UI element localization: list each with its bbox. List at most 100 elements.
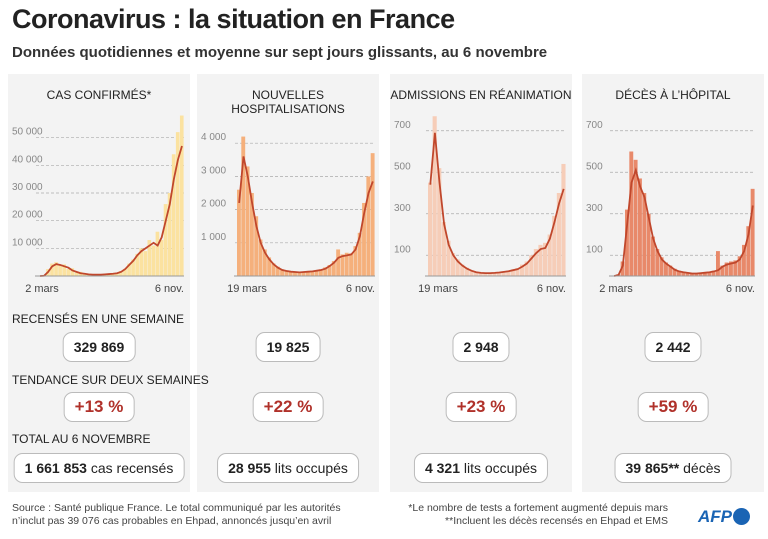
daily-bar xyxy=(497,272,502,276)
daily-bar xyxy=(318,269,323,276)
daily-bar xyxy=(492,272,497,276)
daily-bar xyxy=(288,271,293,276)
average-line xyxy=(429,132,565,274)
daily-bar xyxy=(262,249,267,276)
weekly-count: 329 869 xyxy=(73,339,125,355)
page-title: Coronavirus : la situation en France xyxy=(12,4,455,34)
y-tick-label: 100 xyxy=(394,244,411,255)
daily-bar xyxy=(323,267,328,276)
total-pill: 39 865** décès xyxy=(614,453,732,483)
trend-pill: +13 % xyxy=(63,392,135,422)
y-tick-label: 4 000 xyxy=(201,132,226,143)
page-subtitle: Données quotidiennes et moyenne sur sept… xyxy=(12,44,548,61)
daily-bar xyxy=(685,272,690,276)
daily-bar xyxy=(297,272,302,276)
weekly-count: 19 825 xyxy=(266,339,310,355)
daily-bar xyxy=(74,272,79,276)
y-tick-label: 20 000 xyxy=(12,210,43,221)
afp-logo: AFP xyxy=(698,507,750,527)
daily-bar xyxy=(254,216,259,276)
row-label-weekly: RECENSÉS EN UNE SEMAINE xyxy=(12,312,185,326)
daily-bar xyxy=(556,193,561,276)
y-tick-label: 30 000 xyxy=(12,182,43,193)
total-value: 4 321 xyxy=(424,460,460,476)
daily-bar xyxy=(171,154,176,276)
daily-bar xyxy=(478,272,483,276)
daily-bar xyxy=(151,245,156,276)
daily-bar xyxy=(733,260,738,276)
daily-bar xyxy=(664,262,668,276)
source-line-2: n’inclut pas 39 076 cas probables en Ehp… xyxy=(12,515,332,527)
y-tick-label: 500 xyxy=(394,161,411,172)
daily-bar xyxy=(175,132,180,276)
daily-bar xyxy=(750,188,755,276)
total-pill: 4 321 lits occupés xyxy=(413,453,549,483)
y-tick-label: 2 000 xyxy=(201,199,226,210)
total-unit: lits occupés xyxy=(463,460,538,476)
daily-bar xyxy=(552,215,557,276)
daily-bar xyxy=(698,272,703,276)
daily-bar xyxy=(131,259,135,276)
daily-bar xyxy=(336,249,341,276)
daily-bar xyxy=(249,193,254,276)
daily-bar xyxy=(70,268,75,276)
x-tick-label: 2 mars xyxy=(599,283,633,295)
daily-bar xyxy=(681,271,686,276)
daily-bar xyxy=(366,176,371,276)
chart: 100 300 500 700 19 mars 6 nov. xyxy=(394,116,566,295)
daily-bar xyxy=(655,249,660,276)
daily-bar xyxy=(284,270,289,276)
y-tick-label: 700 xyxy=(586,120,603,131)
daily-bar xyxy=(280,269,285,276)
daily-bar xyxy=(515,268,520,276)
daily-bar xyxy=(487,272,492,276)
daily-bar xyxy=(638,178,642,276)
average-line xyxy=(39,145,183,277)
daily-bar xyxy=(469,270,474,276)
daily-bar xyxy=(543,242,548,276)
daily-bar xyxy=(529,255,534,276)
weekly-count: 2 948 xyxy=(463,339,499,355)
y-tick-label: 700 xyxy=(394,120,411,131)
daily-bar xyxy=(672,268,677,276)
daily-bar xyxy=(668,265,673,276)
daily-bar xyxy=(483,272,488,276)
weekly-pill: 2 948 xyxy=(452,332,510,362)
daily-bar xyxy=(155,231,160,276)
daily-bar xyxy=(293,271,297,276)
y-tick-label: 1 000 xyxy=(201,232,226,243)
trend-pill: +59 % xyxy=(637,392,709,422)
daily-bar xyxy=(694,273,699,276)
total-value: 28 955 xyxy=(228,460,271,476)
total-unit: décès xyxy=(683,460,721,476)
daily-bar xyxy=(729,261,733,276)
daily-bar xyxy=(62,264,66,276)
daily-bar xyxy=(271,263,276,276)
chart-panel: ADMISSIONS EN RÉANIMATION 100 300 500 700 19 … xyxy=(390,74,572,492)
daily-bar xyxy=(446,240,451,276)
daily-bar xyxy=(314,270,319,276)
daily-bar xyxy=(237,189,241,276)
chart-panel: DÉCÈS À L’HÔPITAL 100 300 500 700 2 mars 6 nov… xyxy=(582,74,764,492)
trend-value: +13 % xyxy=(74,397,124,416)
daily-bar xyxy=(54,262,58,276)
daily-bar xyxy=(677,270,681,276)
daily-bar xyxy=(58,265,62,276)
daily-bar xyxy=(179,115,184,277)
daily-bar xyxy=(82,274,87,276)
daily-bar xyxy=(651,236,655,276)
daily-bar xyxy=(163,204,168,276)
y-tick-label: 50 000 xyxy=(12,127,43,138)
daily-bar xyxy=(629,151,634,276)
chart-title: CAS CONFIRMÉS* xyxy=(46,88,152,102)
daily-bar xyxy=(451,253,456,276)
total-pill: 28 955 lits occupés xyxy=(217,453,359,483)
chart-panel: NOUVELLES HOSPITALISATIONS 1 000 2 000 3 00… xyxy=(197,74,379,492)
x-tick-label: 6 nov. xyxy=(726,283,755,295)
source-line-1: Source : Santé publique France. Le total… xyxy=(12,502,341,514)
weekly-pill: 329 869 xyxy=(62,332,136,362)
daily-bar xyxy=(625,209,629,276)
daily-bar xyxy=(362,202,366,276)
chart: 1 000 2 000 3 000 4 000 19 mars 6 nov. xyxy=(201,132,375,295)
daily-bar xyxy=(506,270,511,276)
